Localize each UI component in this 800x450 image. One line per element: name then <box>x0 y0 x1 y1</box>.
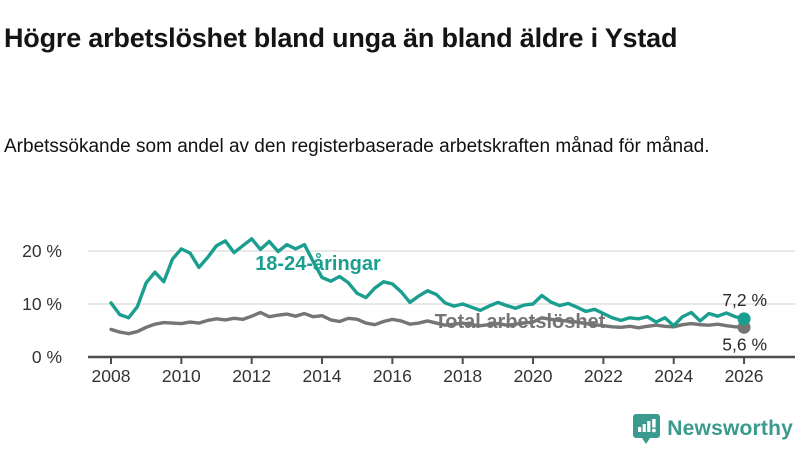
series-line-18-24-ringar <box>109 237 746 328</box>
x-axis-tick-label: 2018 <box>443 366 482 386</box>
chart-subtitle: Arbetssökande som andel av den registerb… <box>4 136 710 157</box>
x-axis-tick-label: 2016 <box>373 366 412 386</box>
newsworthy-logo[interactable]: Newsworthy <box>633 414 793 444</box>
x-axis-tick-label: 2026 <box>725 366 764 386</box>
x-axis-tick-label: 2024 <box>654 366 693 386</box>
series-label-annotation: 18-24-åringar <box>255 252 381 275</box>
x-axis-tick-label: 2012 <box>232 366 271 386</box>
page-title: Högre arbetslöshet bland unga än bland ä… <box>4 23 678 54</box>
x-axis-tick-label: 2010 <box>162 366 201 386</box>
y-axis-tick-label: 20 % <box>22 241 62 261</box>
series-end-value-label: 7,2 % <box>722 290 767 310</box>
series-end-dot <box>737 312 751 326</box>
newsworthy-wordmark: Newsworthy <box>667 417 793 440</box>
y-axis-tick-label: 0 % <box>32 347 62 367</box>
series-line-total-arbetsl-shet <box>109 310 746 336</box>
series-label-annotation: Total arbetslöshet <box>435 311 606 333</box>
x-axis-tick-label: 2014 <box>303 366 342 386</box>
y-axis-tick-label: 10 % <box>22 294 62 314</box>
series-end-value-label: 5,6 % <box>722 334 767 354</box>
x-axis-tick-label: 2022 <box>584 366 623 386</box>
x-axis-tick-label: 2008 <box>92 366 131 386</box>
newsworthy-icon <box>633 414 661 444</box>
x-axis-tick-label: 2020 <box>514 366 553 386</box>
